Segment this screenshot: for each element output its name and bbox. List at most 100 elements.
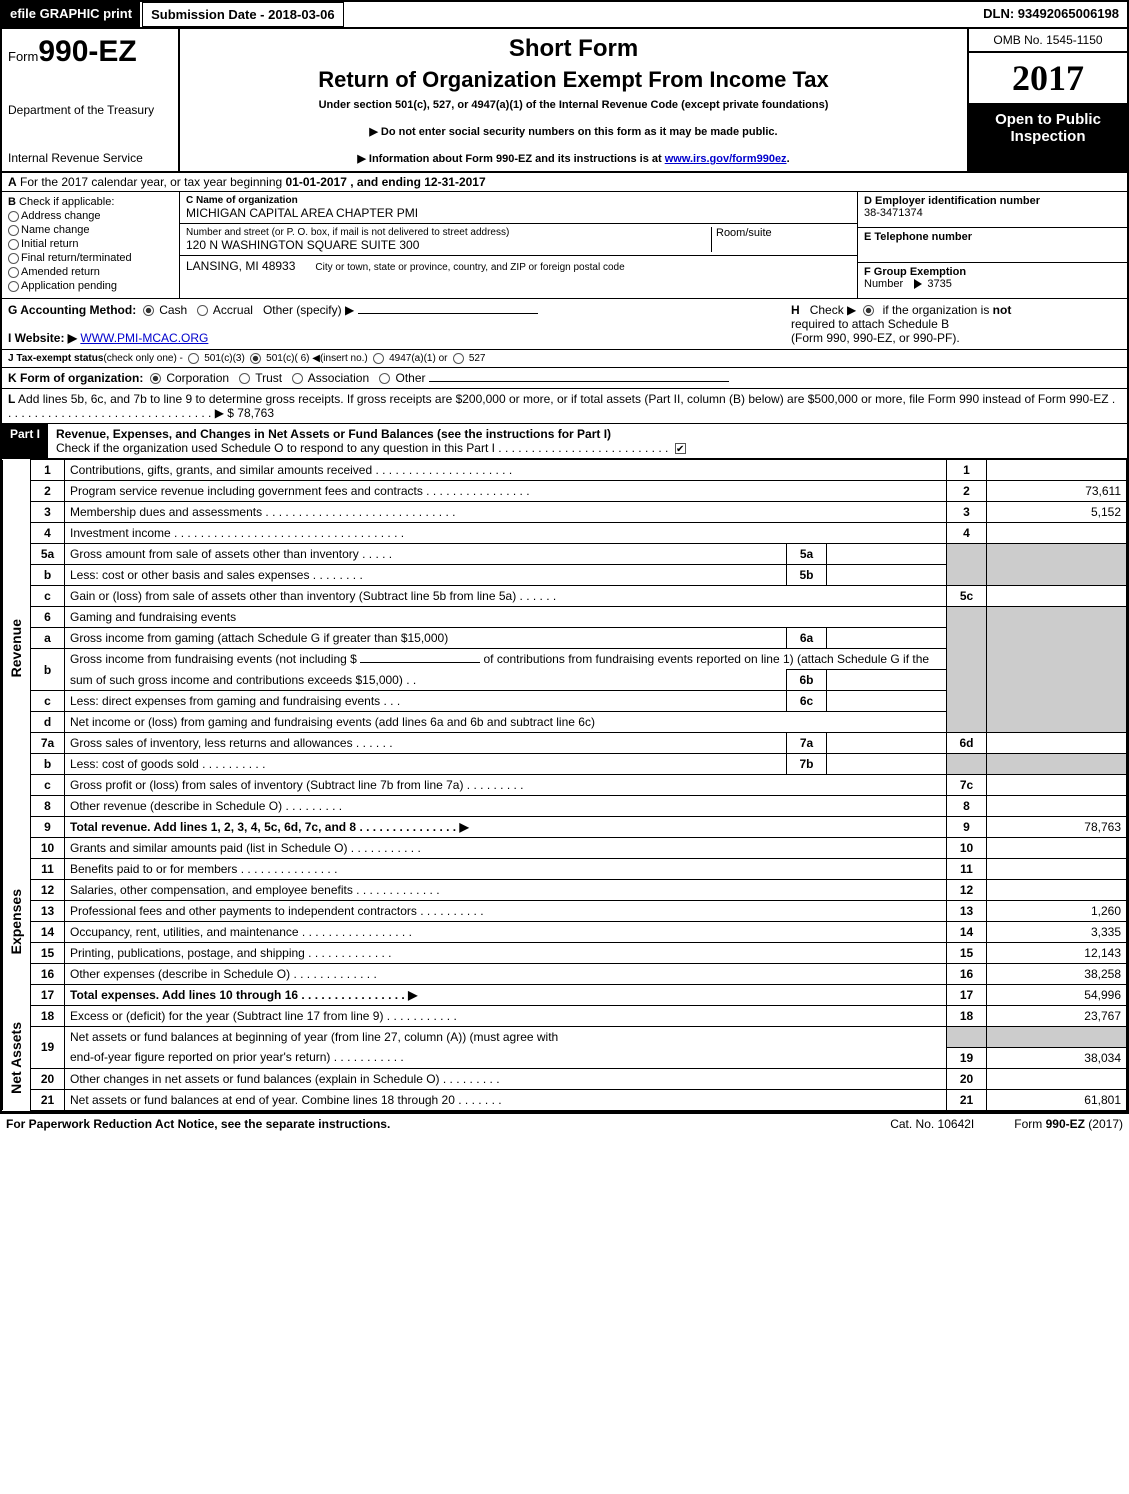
n-20: 20 — [947, 1068, 987, 1089]
cb-amended-return[interactable]: Amended return — [8, 266, 173, 278]
cat-no: Cat. No. 10642I — [890, 1117, 974, 1131]
e-label: E Telephone number — [864, 231, 972, 243]
form-prefix: Form — [8, 49, 38, 64]
row-4: 4Investment income . . . . . . . . . . .… — [3, 523, 1127, 544]
n-8: 8 — [947, 796, 987, 817]
d-7b: Less: cost of goods sold . . . . . . . .… — [65, 754, 787, 775]
row-7b: bLess: cost of goods sold . . . . . . . … — [3, 754, 1127, 775]
v-9: 78,763 — [987, 817, 1127, 838]
dept-treasury: Department of the Treasury — [8, 103, 172, 117]
website-link[interactable]: WWW.PMI-MCAC.ORG — [80, 331, 208, 345]
v-2: 73,611 — [987, 481, 1127, 502]
m-5b: 5b — [787, 565, 827, 586]
n-17: 17 — [947, 985, 987, 1006]
h-schedule-b: H Check ▶ if the organization is not req… — [791, 303, 1121, 345]
radio-other[interactable] — [379, 373, 390, 384]
mv-6a — [827, 628, 947, 649]
l-text: Add lines 5b, 6c, and 7b to line 9 to de… — [8, 392, 1115, 420]
cb-initial-return[interactable]: Initial return — [8, 238, 173, 250]
cb-name-change[interactable]: Name change — [8, 224, 173, 236]
row-3: 3Membership dues and assessments . . . .… — [3, 502, 1127, 523]
j-opt-3: 527 — [469, 353, 486, 364]
v-6d — [987, 733, 1127, 754]
d-value: 38-3471374 — [864, 207, 923, 219]
n-10: 10 — [947, 838, 987, 859]
mv-7b — [827, 754, 947, 775]
n-14: 14 — [947, 922, 987, 943]
short-form-label: Short Form — [190, 35, 957, 63]
radio-4947[interactable] — [373, 353, 384, 364]
h-letter: H — [791, 303, 800, 317]
d-19b: end-of-year figure reported on prior yea… — [65, 1047, 947, 1068]
radio-trust[interactable] — [239, 373, 250, 384]
city-value: LANSING, MI 48933 — [186, 259, 295, 273]
d-7a: Gross sales of inventory, less returns a… — [65, 733, 787, 754]
inspect-line1: Open to Public — [995, 111, 1101, 128]
line-a-begin: 01-01-2017 — [286, 175, 347, 189]
d-4: Investment income . . . . . . . . . . . … — [65, 523, 947, 544]
label-a-letter: A — [8, 175, 17, 189]
n-5c: 5c — [947, 586, 987, 607]
cb-application-pending[interactable]: Application pending — [8, 280, 173, 292]
info-link[interactable]: www.irs.gov/form990ez — [665, 153, 787, 165]
n-13: 13 — [947, 901, 987, 922]
d-5c: Gain or (loss) from sale of assets other… — [65, 586, 947, 607]
info-link-pre: ▶ Information about Form 990-EZ and its … — [357, 153, 664, 165]
v-10 — [987, 838, 1127, 859]
d-label: D Employer identification number — [864, 195, 1040, 207]
dln: DLN: 93492065006198 — [975, 2, 1127, 27]
form-990ez-page: efile GRAPHIC print Submission Date - 20… — [0, 0, 1129, 1113]
row-9: 9Total revenue. Add lines 1, 2, 3, 4, 5c… — [3, 817, 1127, 838]
k-label: K Form of organization: — [8, 371, 143, 385]
e-phone: E Telephone number — [858, 228, 1127, 264]
radio-501c[interactable] — [250, 353, 261, 364]
radio-corp[interactable] — [150, 373, 161, 384]
h-checkbox[interactable] — [863, 305, 874, 316]
n-6d: 6d — [947, 733, 987, 754]
part1-checkbox[interactable] — [675, 443, 686, 454]
row-7c: cGross profit or (loss) from sales of in… — [3, 775, 1127, 796]
shade-6 — [947, 607, 987, 733]
row-k: K Form of organization: Corporation Trus… — [2, 368, 1127, 389]
h-text4: (Form 990, 990-EZ, or 990-PF). — [791, 331, 960, 345]
d-6c: Less: direct expenses from gaming and fu… — [65, 691, 787, 712]
v-15: 12,143 — [987, 943, 1127, 964]
f-group-exemption: F Group Exemption Number 3735 — [858, 263, 1127, 298]
row-1: Revenue 1 Contributions, gifts, grants, … — [3, 460, 1127, 481]
radio-accrual[interactable] — [197, 305, 208, 316]
header-right: OMB No. 1545-1150 2017 Open to Public In… — [967, 29, 1127, 171]
top-bar: efile GRAPHIC print Submission Date - 20… — [2, 2, 1127, 29]
triangle-icon — [914, 279, 922, 289]
mv-6b — [827, 670, 947, 691]
6b-amount-input[interactable] — [360, 662, 480, 663]
paperwork-notice: For Paperwork Reduction Act Notice, see … — [6, 1117, 890, 1131]
street-label: Number and street (or P. O. box, if mail… — [186, 227, 711, 238]
dept-irs: Internal Revenue Service — [8, 151, 172, 165]
part1-header: Part I Revenue, Expenses, and Changes in… — [2, 424, 1127, 459]
row-2: 2Program service revenue including gover… — [3, 481, 1127, 502]
cb-address-change[interactable]: Address change — [8, 210, 173, 222]
v-13: 1,260 — [987, 901, 1127, 922]
cb-final-return[interactable]: Final return/terminated — [8, 252, 173, 264]
row-19a: 19Net assets or fund balances at beginni… — [3, 1027, 1127, 1048]
j-suffix: (check only one) - — [103, 353, 182, 364]
l-amount: $ 78,763 — [227, 406, 274, 420]
revenue-label: Revenue — [8, 619, 24, 677]
d-18: Excess or (deficit) for the year (Subtra… — [65, 1006, 947, 1027]
part1-tag: Part I — [2, 424, 48, 458]
d-9: Total revenue. Add lines 1, 2, 3, 4, 5c,… — [65, 817, 947, 838]
shade-19 — [947, 1027, 987, 1048]
g-other-input[interactable] — [358, 313, 538, 314]
v-14: 3,335 — [987, 922, 1127, 943]
radio-assoc[interactable] — [292, 373, 303, 384]
meta-grid: B Check if applicable: Address change Na… — [2, 192, 1127, 299]
row-8: 8Other revenue (describe in Schedule O) … — [3, 796, 1127, 817]
c-label: C Name of organization — [186, 195, 298, 206]
radio-501c3[interactable] — [188, 353, 199, 364]
radio-cash[interactable] — [143, 305, 154, 316]
k-other-input[interactable] — [429, 381, 729, 382]
under-section: Under section 501(c), 527, or 4947(a)(1)… — [190, 99, 957, 111]
radio-527[interactable] — [453, 353, 464, 364]
v-21: 61,801 — [987, 1089, 1127, 1110]
n-15: 15 — [947, 943, 987, 964]
